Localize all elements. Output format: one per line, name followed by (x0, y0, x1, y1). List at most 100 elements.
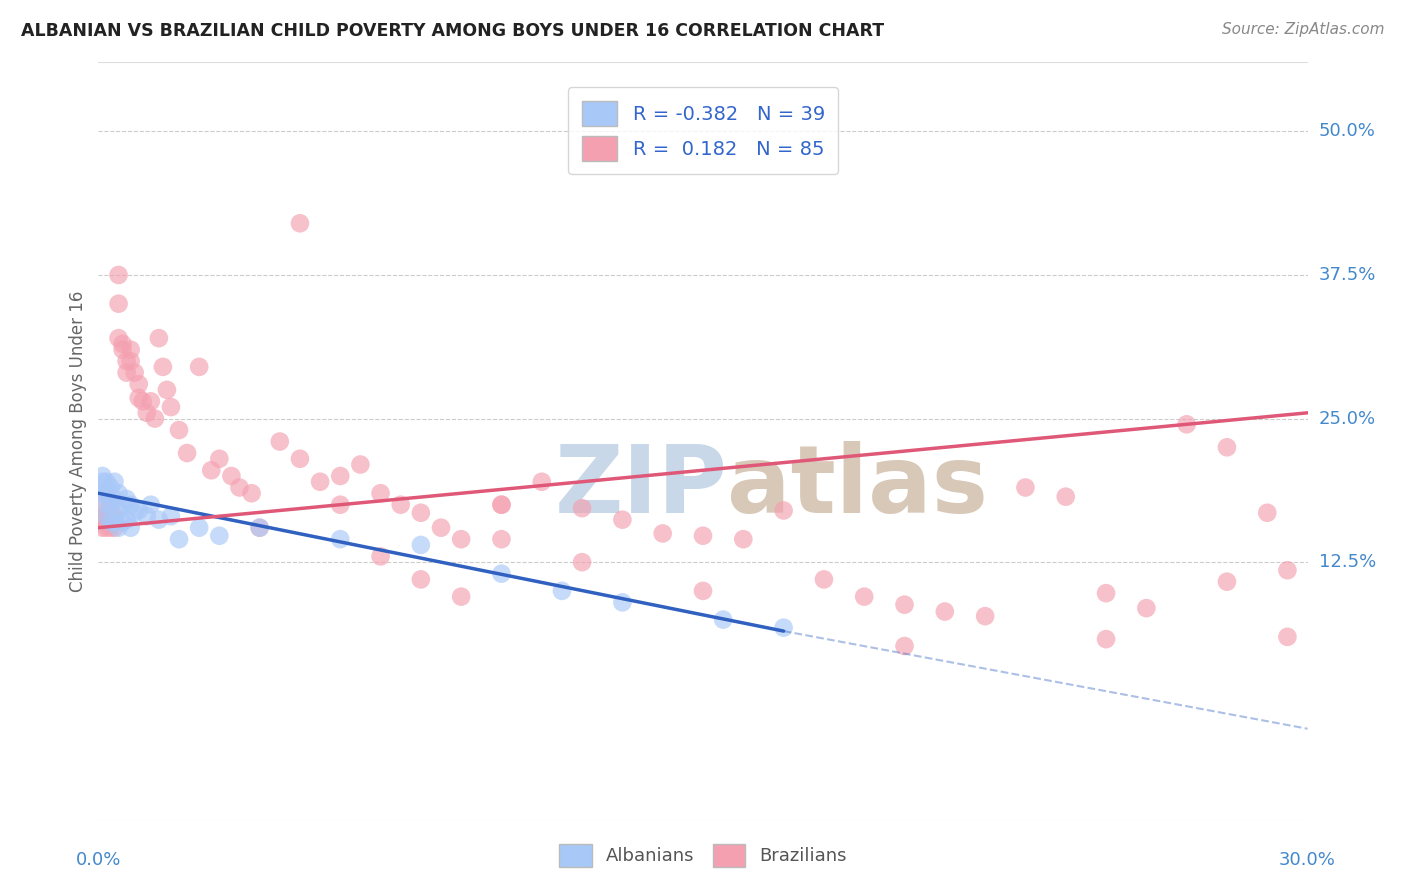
Point (100, 481, 122, 495)
Point (249, 521, 271, 535)
Point (103, 491, 125, 506)
Point (571, 555, 593, 569)
Point (91, 509, 114, 524)
Point (160, 400, 183, 414)
Point (450, 532, 472, 546)
Point (409, 538, 432, 552)
Point (120, 498, 142, 512)
Point (96, 486, 118, 500)
Point (389, 498, 412, 512)
Point (1216, 574, 1239, 589)
Point (1054, 490, 1077, 504)
Point (103, 475, 125, 489)
Text: Source: ZipAtlas.com: Source: ZipAtlas.com (1222, 22, 1385, 37)
Point (135, 509, 157, 524)
Y-axis label: Child Poverty Among Boys Under 16: Child Poverty Among Boys Under 16 (69, 291, 87, 592)
Point (91, 521, 114, 535)
Text: ZIP: ZIP (554, 441, 727, 533)
Point (139, 498, 162, 512)
Point (692, 583, 714, 598)
Point (491, 532, 513, 546)
Point (221, 469, 243, 483)
Point (1095, 586, 1118, 600)
Point (491, 498, 513, 512)
Point (143, 411, 166, 425)
Point (152, 359, 174, 374)
Point (132, 394, 155, 409)
Point (115, 513, 138, 527)
Point (491, 498, 513, 512)
Point (772, 503, 794, 517)
Point (269, 434, 291, 449)
Point (148, 513, 170, 527)
Point (100, 509, 122, 524)
Point (1135, 601, 1157, 615)
Point (188, 521, 211, 535)
Point (853, 590, 876, 604)
Point (107, 503, 129, 517)
Point (135, 406, 157, 420)
Point (249, 521, 271, 535)
Point (349, 458, 371, 472)
Point (329, 532, 352, 546)
Point (1277, 630, 1299, 644)
Point (450, 590, 472, 604)
Point (160, 509, 183, 524)
Point (91, 475, 114, 489)
Point (103, 509, 125, 524)
Point (240, 486, 263, 500)
Legend: Albanians, Brazilians: Albanians, Brazilians (551, 837, 855, 874)
Text: 25.0%: 25.0% (1319, 409, 1376, 427)
Point (103, 521, 125, 535)
Point (188, 359, 211, 374)
Point (107, 296, 129, 310)
Point (103, 515, 125, 529)
Point (100, 498, 122, 512)
Point (1014, 481, 1036, 495)
Point (100, 515, 122, 529)
Text: atlas: atlas (727, 441, 988, 533)
Point (124, 366, 146, 380)
Point (772, 621, 794, 635)
Point (530, 475, 553, 489)
Point (692, 529, 714, 543)
Point (96, 475, 118, 489)
Point (208, 451, 231, 466)
Point (370, 486, 392, 500)
Point (111, 343, 134, 357)
Point (128, 377, 150, 392)
Point (309, 475, 332, 489)
Legend: R = -0.382   N = 39, R =  0.182   N = 85: R = -0.382 N = 39, R = 0.182 N = 85 (568, 87, 838, 174)
Point (96, 521, 118, 535)
Point (200, 463, 222, 477)
Point (329, 469, 352, 483)
Point (120, 343, 142, 357)
Point (176, 446, 198, 460)
Point (148, 331, 170, 345)
Point (1277, 563, 1299, 577)
Point (733, 532, 755, 546)
Point (120, 521, 142, 535)
Point (934, 605, 956, 619)
Point (612, 595, 634, 609)
Point (107, 521, 129, 535)
Point (1256, 506, 1278, 520)
Point (409, 573, 432, 587)
Point (111, 498, 134, 512)
Point (128, 503, 150, 517)
Point (893, 639, 915, 653)
Point (115, 491, 138, 506)
Text: 30.0%: 30.0% (1279, 851, 1336, 869)
Point (107, 486, 129, 500)
Point (139, 394, 162, 409)
Point (491, 566, 513, 581)
Point (120, 354, 142, 368)
Point (100, 498, 122, 512)
Point (91, 469, 114, 483)
Text: 50.0%: 50.0% (1319, 122, 1375, 140)
Point (115, 354, 138, 368)
Point (1095, 632, 1118, 647)
Point (551, 583, 574, 598)
Text: 37.5%: 37.5% (1319, 266, 1376, 284)
Point (974, 609, 997, 624)
